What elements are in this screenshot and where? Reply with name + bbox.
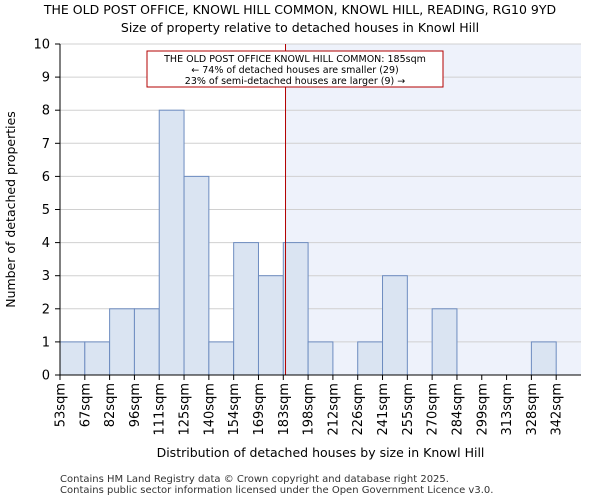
x-tick-label: 299sqm bbox=[475, 383, 490, 436]
footer-copyright: Contains HM Land Registry data © Crown c… bbox=[60, 474, 449, 485]
y-tick-label: 2 bbox=[42, 302, 50, 317]
x-tick-label: 169sqm bbox=[252, 383, 267, 436]
bar bbox=[183, 175, 210, 376]
bar bbox=[109, 308, 135, 376]
x-tick-label: 125sqm bbox=[178, 383, 193, 436]
x-tick-label: 255sqm bbox=[401, 383, 416, 436]
bar bbox=[84, 341, 111, 376]
x-tick-label: 313sqm bbox=[500, 383, 515, 436]
y-tick-label: 9 bbox=[42, 71, 50, 86]
x-tick-label: 183sqm bbox=[277, 383, 292, 436]
bar bbox=[158, 109, 185, 376]
bar bbox=[208, 341, 235, 376]
y-tick-label: 1 bbox=[42, 335, 50, 350]
x-tick-label: 270sqm bbox=[426, 383, 441, 436]
bar bbox=[307, 341, 334, 376]
y-axis-title: Number of detached properties bbox=[3, 111, 18, 308]
x-tick-label: 241sqm bbox=[376, 383, 391, 436]
x-tick-label: 342sqm bbox=[550, 383, 565, 436]
annotation-line-3: 23% of semi-detached houses are larger (… bbox=[185, 76, 405, 87]
x-tick-label: 140sqm bbox=[202, 383, 217, 436]
y-tick-label: 8 bbox=[42, 104, 50, 119]
x-tick-label: 328sqm bbox=[525, 383, 540, 436]
y-tick-label: 10 bbox=[33, 38, 50, 53]
bar bbox=[382, 275, 408, 376]
footer-licence: Contains public sector information licen… bbox=[60, 485, 494, 496]
x-tick-label: 226sqm bbox=[351, 383, 366, 436]
x-axis-title: Distribution of detached houses by size … bbox=[157, 445, 485, 460]
annotation-line-2: ← 74% of detached houses are smaller (29… bbox=[191, 65, 398, 76]
bar bbox=[282, 242, 309, 376]
annotation-line-1: THE OLD POST OFFICE KNOWL HILL COMMON: 1… bbox=[163, 54, 426, 65]
x-tick-label: 284sqm bbox=[450, 383, 465, 436]
bar bbox=[257, 275, 284, 376]
bar bbox=[431, 308, 458, 376]
x-tick-label: 96sqm bbox=[128, 383, 143, 427]
annotation-box bbox=[146, 50, 444, 88]
y-tick-label: 7 bbox=[42, 137, 50, 152]
x-tick-label: 111sqm bbox=[153, 383, 168, 436]
x-tick-label: 154sqm bbox=[227, 383, 242, 436]
bar bbox=[530, 341, 557, 376]
x-tick-label: 212sqm bbox=[326, 383, 341, 436]
chart-subtitle: Size of property relative to detached ho… bbox=[120, 20, 480, 35]
bar bbox=[233, 242, 259, 376]
y-tick-label: 3 bbox=[42, 269, 50, 284]
x-tick-label: 53sqm bbox=[54, 383, 69, 427]
x-tick-label: 67sqm bbox=[78, 383, 93, 427]
x-tick-label: 198sqm bbox=[302, 383, 317, 436]
chart-title: THE OLD POST OFFICE, KNOWL HILL COMMON, … bbox=[43, 2, 557, 17]
y-tick-label: 5 bbox=[42, 203, 50, 218]
x-tick-label: 82sqm bbox=[103, 383, 118, 427]
y-tick-label: 4 bbox=[42, 236, 50, 251]
bar bbox=[133, 308, 160, 376]
bar bbox=[357, 341, 384, 376]
y-tick-label: 0 bbox=[42, 369, 50, 384]
y-tick-label: 6 bbox=[42, 170, 50, 185]
bar bbox=[59, 341, 86, 376]
